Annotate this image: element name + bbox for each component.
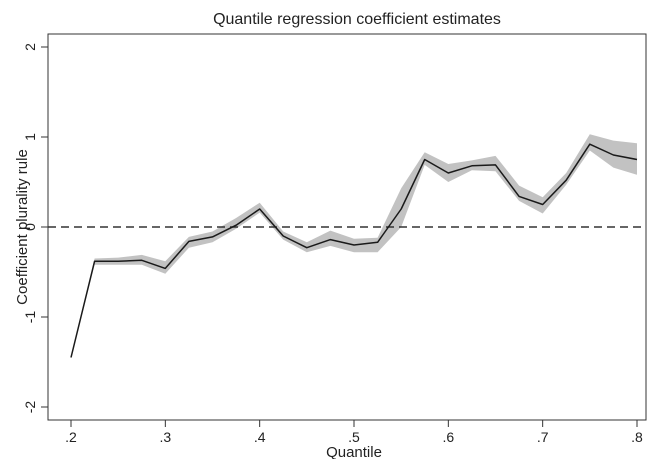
x-tick-label: .6 <box>442 429 454 445</box>
confidence-band-layer <box>71 134 637 358</box>
y-tick-label: 1 <box>22 133 38 141</box>
x-tick-label: .7 <box>537 429 549 445</box>
x-tick-label: .5 <box>348 429 360 445</box>
estimate-line-layer <box>70 143 638 358</box>
y-axis-label: Coefficient plurality rule <box>14 149 31 305</box>
estimate-line <box>70 143 638 358</box>
y-tick-label: 0 <box>22 223 38 231</box>
x-axis-label: Quantile <box>326 444 382 459</box>
y-axis: 2 1 0 -1 -2 <box>22 43 48 413</box>
x-tick-label: .3 <box>159 429 171 445</box>
y-tick-label: -1 <box>22 311 38 324</box>
x-tick-label: .2 <box>65 429 77 445</box>
y-tick-label: -2 <box>22 401 38 414</box>
chart-title: Quantile regression coefficient estimate… <box>213 11 501 28</box>
x-tick-label: .8 <box>631 429 643 445</box>
x-axis: .2 .3 .4 .5 .6 .7 .8 <box>65 420 643 445</box>
confidence-band <box>71 134 637 358</box>
x-tick-label: .4 <box>254 429 266 445</box>
y-tick-label: 2 <box>22 43 38 51</box>
